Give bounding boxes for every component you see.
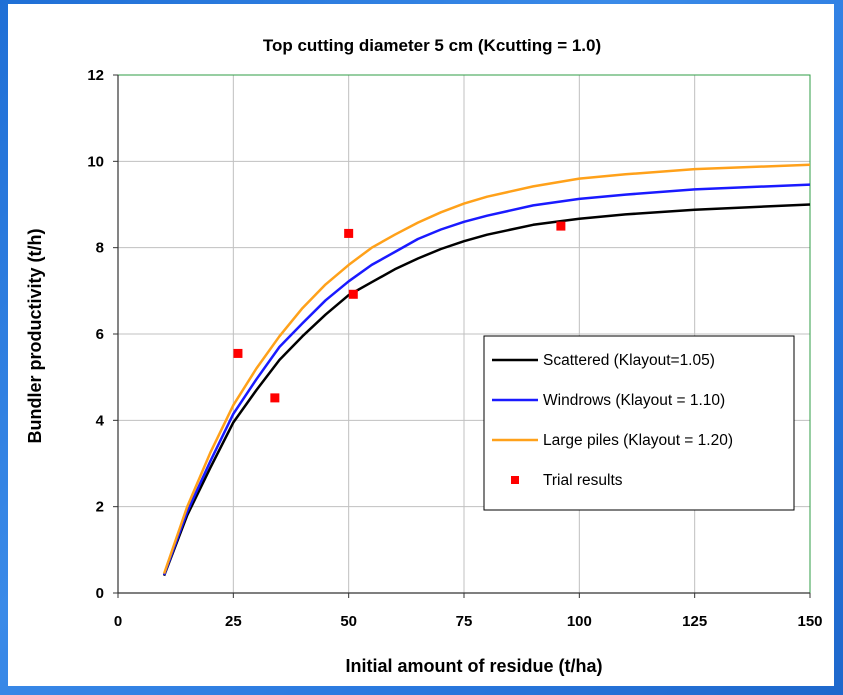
trial-point: [233, 348, 243, 358]
y-axis-title: Bundler productivity (t/h): [25, 229, 45, 444]
grid-layer: [117, 74, 811, 594]
y-tick-label: 4: [96, 412, 105, 429]
legend-label-0: Scattered (Klayout=1.05): [543, 352, 715, 369]
y-tick-label: 6: [96, 326, 104, 343]
x-tick-label: 75: [456, 613, 473, 630]
x-axis-title: Initial amount of residue (t/ha): [345, 656, 602, 676]
trial-point: [270, 393, 280, 403]
legend-label-3: Trial results: [543, 472, 623, 489]
tick-layer: 0 25 50 75 100 125 150 0 2 4 6 8 10 12: [87, 67, 822, 630]
series-line-1: [162, 183, 811, 576]
y-tick-label: 2: [96, 499, 104, 516]
y-tick-label: 8: [96, 240, 104, 257]
y-tick-label: 0: [96, 585, 104, 602]
legend-label-1: Windrows (Klayout = 1.10): [543, 392, 725, 409]
series-layer: [162, 163, 811, 577]
legend-swatch-3: [511, 476, 519, 484]
x-tick-label: 150: [797, 613, 822, 630]
series-line-2: [162, 163, 811, 575]
x-tick-label: 0: [114, 613, 122, 630]
series-line-0: [162, 203, 811, 577]
x-tick-label: 125: [682, 613, 707, 630]
chart-title: Top cutting diameter 5 cm (Kcutting = 1.…: [263, 36, 601, 55]
legend: Scattered (Klayout=1.05) Windrows (Klayou…: [483, 335, 795, 511]
trial-point: [348, 289, 358, 299]
y-tick-label: 12: [87, 67, 104, 84]
x-tick-label: 50: [340, 613, 357, 630]
legend-box: [483, 335, 795, 511]
trial-point: [344, 228, 354, 238]
y-tick-label: 10: [87, 153, 104, 170]
trial-point: [556, 221, 566, 231]
chart-panel: Top cutting diameter 5 cm (Kcutting = 1.…: [8, 4, 834, 686]
x-tick-label: 100: [567, 613, 592, 630]
chart-svg: Top cutting diameter 5 cm (Kcutting = 1.…: [25, 36, 823, 676]
legend-label-2: Large piles (Klayout = 1.20): [543, 432, 733, 449]
x-tick-label: 25: [225, 613, 242, 630]
